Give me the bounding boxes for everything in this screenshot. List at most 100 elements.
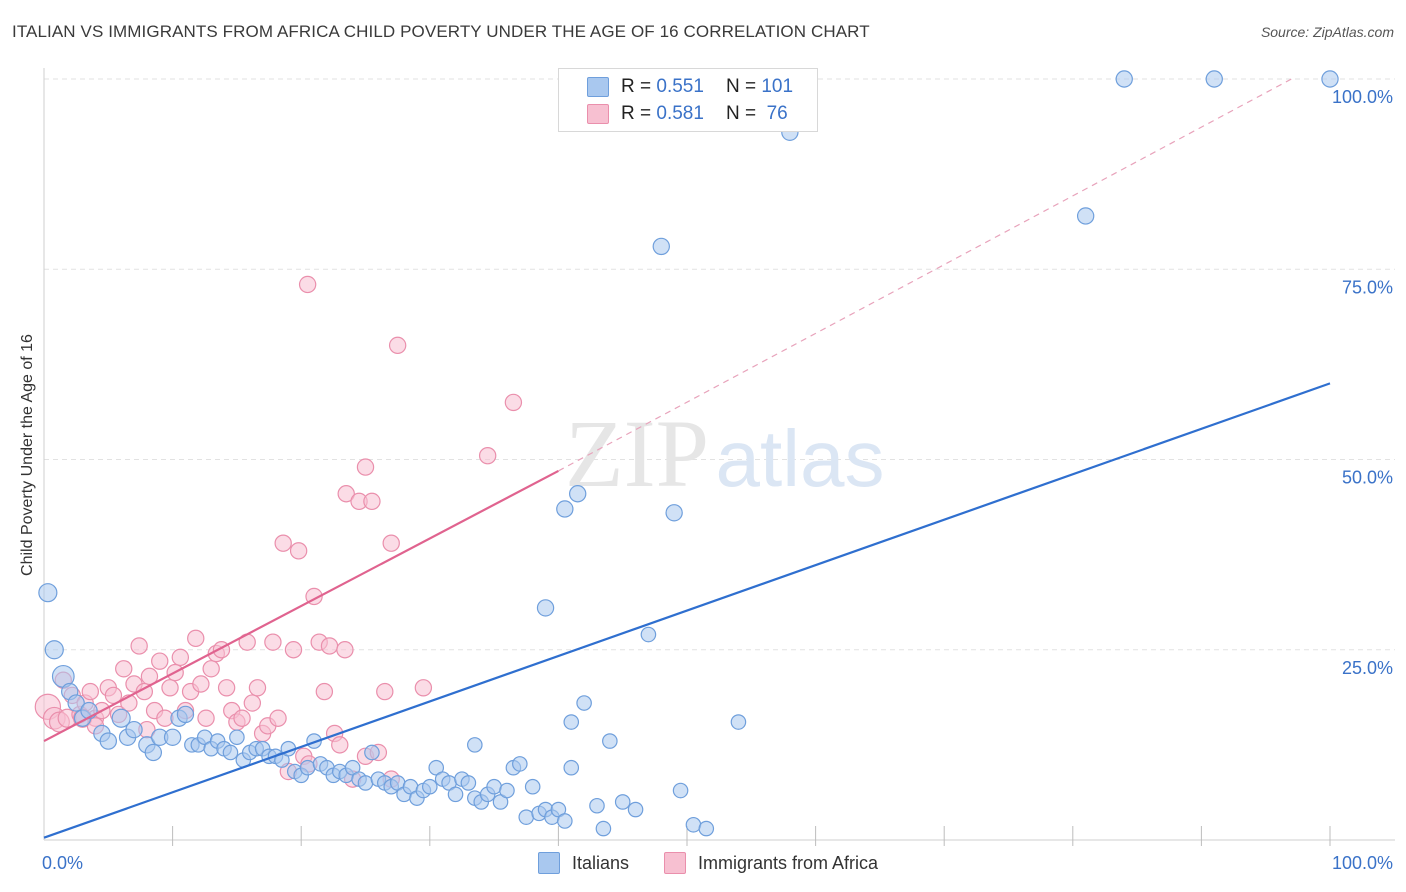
italians-point-81 xyxy=(563,714,580,730)
africa-point-36 xyxy=(233,709,251,727)
chart-title: ITALIAN VS IMMIGRANTS FROM AFRICA CHILD … xyxy=(12,22,870,41)
gridlines xyxy=(44,78,1395,651)
legend-r-label: R = xyxy=(621,76,652,97)
italians-point-80 xyxy=(536,599,555,617)
italians-point-4 xyxy=(67,694,85,712)
africa-point-44 xyxy=(274,534,292,552)
legend-r-label: R = xyxy=(621,103,652,124)
watermark-atlas: atlas xyxy=(716,414,885,503)
italians-point-82 xyxy=(576,695,592,711)
italians-point-67 xyxy=(499,782,515,799)
bottom-legend-label-africa: Immigrants from Africa xyxy=(698,852,879,873)
legend-n-value: 76 xyxy=(761,103,788,124)
africa-point-68 xyxy=(388,336,407,355)
legend-r-value: 0.551 xyxy=(656,76,704,97)
bottom-legend-africa: Immigrants from Africa xyxy=(664,852,878,874)
italians-point-91 xyxy=(672,782,689,799)
legend-n-value: 101 xyxy=(761,76,794,97)
africa-point-70 xyxy=(478,446,497,465)
africa-point-42 xyxy=(264,633,282,651)
italians-point-8 xyxy=(99,732,118,750)
italians-point-76 xyxy=(557,813,573,829)
africa-point-16 xyxy=(130,637,148,655)
italians-point-98 xyxy=(1205,70,1223,88)
africa-point-43 xyxy=(269,709,287,727)
y-tick-label-50: 50.0% xyxy=(1342,468,1393,488)
italians-point-69 xyxy=(512,756,528,772)
italians-point-77 xyxy=(563,759,580,776)
series-italians xyxy=(38,70,1339,837)
y-tick-label-75: 75.0% xyxy=(1342,277,1393,297)
italians-point-90 xyxy=(665,504,683,522)
italians-point-85 xyxy=(602,733,618,749)
africa-point-24 xyxy=(171,648,190,667)
africa-point-27 xyxy=(187,629,205,648)
italians-point-99 xyxy=(1321,70,1339,88)
italians-point-92 xyxy=(685,816,702,833)
africa-point-20 xyxy=(151,652,169,670)
africa-point-22 xyxy=(161,679,179,697)
italians-point-78 xyxy=(556,500,574,518)
italians-point-100 xyxy=(467,737,483,753)
italians-point-93 xyxy=(698,820,715,837)
italians-point-25 xyxy=(229,729,245,746)
italians-point-71 xyxy=(524,778,541,795)
x-tick-label-min: 0.0% xyxy=(42,853,83,873)
legend-n-label: N = xyxy=(725,103,757,124)
africa-point-7 xyxy=(81,682,99,701)
italians-point-84 xyxy=(595,820,612,837)
y-tick-label-25: 25.0% xyxy=(1342,658,1393,678)
series-immigrants-from-africa xyxy=(34,275,523,788)
italians-point-36 xyxy=(299,759,316,776)
italians-point-45 xyxy=(357,775,374,791)
italians-point-46 xyxy=(364,744,380,761)
italians-point-70 xyxy=(518,809,535,825)
italians-point-55 xyxy=(421,778,438,795)
africa-point-46 xyxy=(284,641,303,659)
africa-point-30 xyxy=(202,660,220,678)
africa-point-53 xyxy=(320,637,339,655)
legend-swatch-italians xyxy=(587,77,609,97)
trend-line-africa-extension xyxy=(558,78,1292,472)
bottom-legend-swatch-africa xyxy=(664,852,686,874)
africa-point-47 xyxy=(289,542,308,560)
watermark-zip: ZIP xyxy=(565,400,709,507)
africa-point-52 xyxy=(315,682,334,701)
africa-point-65 xyxy=(363,492,381,511)
africa-point-62 xyxy=(337,485,355,503)
correlation-legend: R = 0.551 N = 101 R = 0.581 N = 76 xyxy=(558,68,818,132)
watermark: ZIP atlas xyxy=(565,400,884,507)
italians-point-61 xyxy=(460,775,477,791)
bottom-legend-label-italians: Italians xyxy=(572,852,630,873)
africa-point-56 xyxy=(336,641,354,659)
x-tick-label-max: 100.0% xyxy=(1332,853,1393,873)
trend-line-africa xyxy=(43,469,559,743)
africa-point-13 xyxy=(115,660,133,678)
italians-point-87 xyxy=(627,801,644,818)
legend-row-africa: R = 0.581 N = 76 xyxy=(587,103,788,125)
italians-point-86 xyxy=(614,794,631,810)
africa-point-29 xyxy=(197,709,215,727)
legend-r-value: 0.581 xyxy=(656,103,704,124)
italians-point-96 xyxy=(1076,207,1095,225)
africa-point-33 xyxy=(217,679,236,697)
italians-point-9 xyxy=(111,708,131,728)
africa-point-67 xyxy=(382,534,400,552)
italians-point-59 xyxy=(447,786,464,803)
italians-point-24 xyxy=(222,744,239,761)
bottom-legend-swatch-italians xyxy=(538,852,560,874)
axes xyxy=(43,68,1395,846)
africa-point-38 xyxy=(243,694,262,712)
italians-point-83 xyxy=(589,797,605,814)
africa-point-28 xyxy=(192,675,210,693)
bottom-legend-italians: Italians xyxy=(538,852,629,874)
africa-point-64 xyxy=(356,458,375,476)
africa-point-71 xyxy=(504,393,523,412)
italians-point-65 xyxy=(486,778,502,795)
trend-lines xyxy=(43,78,1331,839)
italians-point-89 xyxy=(652,237,670,256)
legend-row-italians: R = 0.551 N = 101 xyxy=(587,76,793,98)
italians-point-15 xyxy=(163,728,182,746)
africa-point-69 xyxy=(414,679,433,697)
